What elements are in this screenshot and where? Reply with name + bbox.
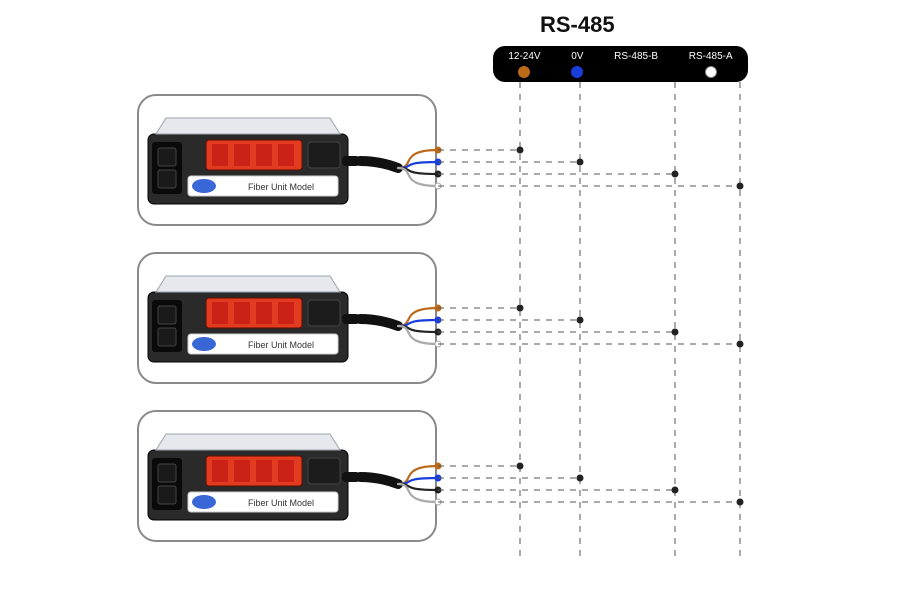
device-label: Fiber Unit Model [248,498,314,508]
bus-node [737,183,744,190]
bus-node [517,305,524,312]
bus-node [577,317,584,324]
bus-node [577,475,584,482]
bus-node [672,329,679,336]
device-label: Fiber Unit Model [248,340,314,350]
bus-node [517,147,524,154]
bus-node [737,341,744,348]
bus-node [577,159,584,166]
sensor-device: Fiber Unit Model [148,434,360,520]
sensor-device: Fiber Unit Model [148,276,360,362]
wiring-svg: Fiber Unit Model Fiber Unit Model Fiber Un… [0,0,900,600]
bus-node [672,171,679,178]
bus-node [517,463,524,470]
bus-node [737,499,744,506]
device-label: Fiber Unit Model [248,182,314,192]
sensor-device: Fiber Unit Model [148,118,360,204]
bus-node [672,487,679,494]
